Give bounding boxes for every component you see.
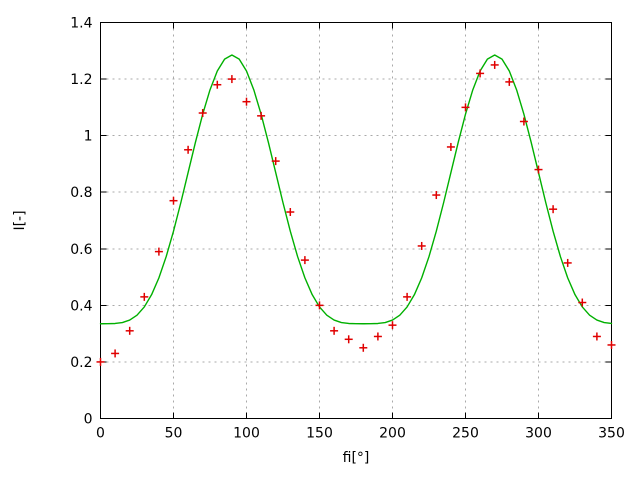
data-point-marker	[461, 103, 470, 112]
data-point-marker	[446, 142, 455, 151]
data-point-marker	[592, 332, 601, 341]
data-point-marker	[549, 205, 558, 214]
x-tick-label: 150	[306, 426, 333, 442]
data-point-marker	[315, 301, 324, 310]
data-point-marker	[140, 292, 149, 301]
tick-marks	[100, 22, 612, 419]
data-point-marker	[154, 247, 163, 256]
data-point-marker	[476, 69, 485, 78]
x-tick-labels: 0 50 100 150 200 250 300 350	[96, 426, 625, 442]
data-point-marker	[344, 335, 353, 344]
data-point-marker	[242, 97, 251, 106]
data-point-marker	[125, 326, 134, 335]
data-points	[96, 60, 616, 366]
y-axis-label: I[-]	[12, 210, 28, 230]
y-tick-label: 0.4	[70, 298, 92, 314]
x-tick-label: 200	[379, 426, 406, 442]
y-tick-label: 0	[84, 412, 93, 428]
data-point-marker	[388, 321, 397, 330]
y-tick-label: 0.2	[70, 355, 92, 371]
x-tick-label: 300	[525, 426, 552, 442]
data-point-marker	[373, 332, 382, 341]
data-point-marker	[563, 258, 572, 267]
data-point-marker	[286, 208, 295, 217]
data-point-marker	[359, 343, 368, 352]
y-tick-label: 1.4	[70, 16, 92, 32]
data-point-marker	[184, 145, 193, 154]
data-point-marker	[213, 80, 222, 89]
data-point-marker	[403, 292, 412, 301]
y-tick-label: 1	[84, 129, 93, 145]
grid-lines	[100, 22, 612, 419]
x-tick-label: 250	[452, 426, 479, 442]
data-point-marker	[505, 77, 514, 86]
plot-border	[100, 22, 612, 419]
data-point-marker	[330, 326, 339, 335]
x-tick-label: 50	[165, 426, 183, 442]
x-tick-label: 100	[233, 426, 260, 442]
data-point-marker	[490, 60, 499, 69]
x-tick-label: 0	[96, 426, 105, 442]
data-point-marker	[111, 349, 120, 358]
data-point-marker	[169, 196, 178, 205]
data-point-marker	[519, 117, 528, 126]
y-tick-label: 0.6	[70, 242, 92, 258]
data-point-marker	[257, 111, 266, 120]
data-point-marker	[417, 241, 426, 250]
data-point-marker	[300, 256, 309, 265]
y-tick-label: 0.8	[70, 185, 92, 201]
y-tick-labels: 0 0.2 0.4 0.6 0.8 1 1.2 1.4	[70, 16, 92, 428]
fit-curve	[99, 54, 613, 325]
data-point-marker	[198, 109, 207, 118]
x-axis-label: fi[°]	[343, 450, 370, 466]
data-point-marker	[271, 157, 280, 166]
data-point-marker	[607, 340, 616, 349]
data-point-marker	[227, 75, 236, 84]
x-tick-label: 350	[598, 426, 625, 442]
y-tick-label: 1.2	[70, 72, 92, 88]
data-point-marker	[534, 165, 543, 174]
data-point-marker	[578, 298, 587, 307]
data-point-marker	[432, 191, 441, 200]
data-point-marker	[96, 357, 105, 366]
